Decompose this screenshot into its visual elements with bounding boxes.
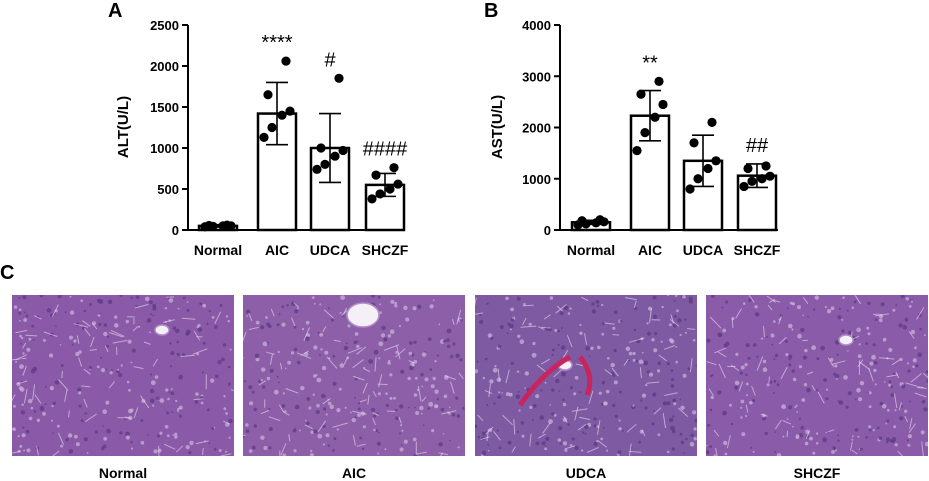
chart1-category-label: SHCZF (362, 242, 409, 258)
chart2-y-axis-label: AST(U/L) (489, 95, 506, 159)
histology-image (706, 295, 928, 456)
chart1-y-tick-label: 1000 (150, 141, 179, 156)
histology-texture (243, 295, 465, 456)
chart2-y-tick-label: 4000 (522, 18, 551, 33)
chart1-data-point (222, 220, 232, 230)
panel-letter-a: A (108, 0, 123, 22)
chart2-data-point (632, 145, 642, 156)
chart1-data-point (259, 132, 269, 142)
chart2-data-point (761, 161, 771, 171)
chart2-data-point (743, 163, 753, 174)
chart2-y-tick-label: 2000 (522, 121, 551, 136)
chart1-data-point (393, 179, 403, 189)
chart1-category-label: AIC (265, 242, 289, 258)
chart1-data-point (385, 184, 395, 194)
chart1-data-point (281, 56, 291, 66)
chart1-y-tick-label: 2500 (150, 18, 179, 33)
chart1-category-label: UDCA (310, 242, 350, 258)
chart1-data-point (277, 110, 287, 120)
chart1-y-tick-label: 1500 (150, 100, 179, 115)
chart2-y-tick-label: 3000 (522, 69, 551, 84)
chart2-data-point (636, 89, 646, 99)
chart2-data-point (693, 174, 703, 184)
chart2-significance-label: ** (642, 52, 658, 74)
chart2-data-point (654, 76, 664, 86)
bar-charts: 0 500 1000 1500 2000 2500 ALT(U/L) Normal **** AI… (115, 18, 781, 258)
chart2-category-label: UDCA (683, 242, 723, 258)
panel-letter-b: B (484, 0, 499, 22)
histology-texture (475, 295, 697, 456)
chart1-significance-label: # (324, 49, 336, 71)
histology-label: Normal (98, 465, 148, 481)
chart1-y-axis-label: ALT(U/L) (115, 96, 132, 158)
histology-label: UDCA (565, 465, 607, 481)
chart2-data-point (707, 117, 717, 127)
histology-image (12, 295, 234, 456)
chart1-y-tick-label: 2000 (150, 59, 179, 74)
chart1-data-point (367, 194, 377, 204)
chart1-data-point (320, 159, 330, 169)
histology-label: SHCZF (793, 465, 841, 481)
chart1-data-point (285, 106, 295, 116)
chart2-data-point (650, 112, 660, 122)
chart2-data-point (640, 128, 650, 138)
chart1-data-point (330, 151, 340, 161)
chart2-data-point (577, 216, 587, 226)
chart2-data-point (747, 176, 757, 186)
chart1-data-point (263, 90, 273, 100)
chart2-significance-label: ## (746, 135, 769, 157)
chart2-data-point (739, 181, 749, 192)
chart2-data-point (685, 184, 695, 194)
histology-label: AIC (341, 465, 367, 481)
chart2-data-point (765, 171, 775, 181)
chart1-significance-label: #### (363, 139, 408, 161)
chart2-data-point (595, 215, 605, 225)
chart2-bar (629, 114, 671, 232)
panel-letter-c: C (0, 262, 15, 284)
chart1-data-point (267, 122, 277, 133)
chart2-data-point (757, 174, 767, 184)
histology-texture (12, 295, 234, 456)
chart1-data-point (338, 145, 348, 156)
chart1-data-point (334, 73, 344, 83)
chart1-data-point (316, 143, 326, 153)
chart1-data-point (389, 163, 399, 173)
chart2-data-point (689, 138, 699, 148)
chart2-y-tick-label: 1000 (522, 172, 551, 187)
chart1-category-label: Normal (194, 242, 242, 258)
chart2-data-point (711, 156, 721, 166)
histology-image (243, 295, 465, 456)
chart1-significance-label: **** (261, 32, 292, 54)
chart2-data-point (658, 99, 668, 110)
chart1-data-point (375, 189, 385, 199)
chart1-data-point (204, 220, 214, 231)
chart2-y-tick-label: 0 (544, 223, 551, 238)
chart2-category-label: SHCZF (734, 242, 781, 258)
chart1-y-tick-label: 0 (172, 223, 179, 238)
chart1-y-tick-label: 500 (157, 182, 179, 197)
chart2-category-label: AIC (638, 242, 662, 258)
histology-texture (706, 295, 928, 456)
chart2-category-label: Normal (567, 242, 615, 258)
chart1-data-point (312, 164, 322, 174)
chart2-data-point (703, 163, 713, 174)
histology-image (475, 295, 697, 456)
chart1-data-point (371, 170, 381, 180)
